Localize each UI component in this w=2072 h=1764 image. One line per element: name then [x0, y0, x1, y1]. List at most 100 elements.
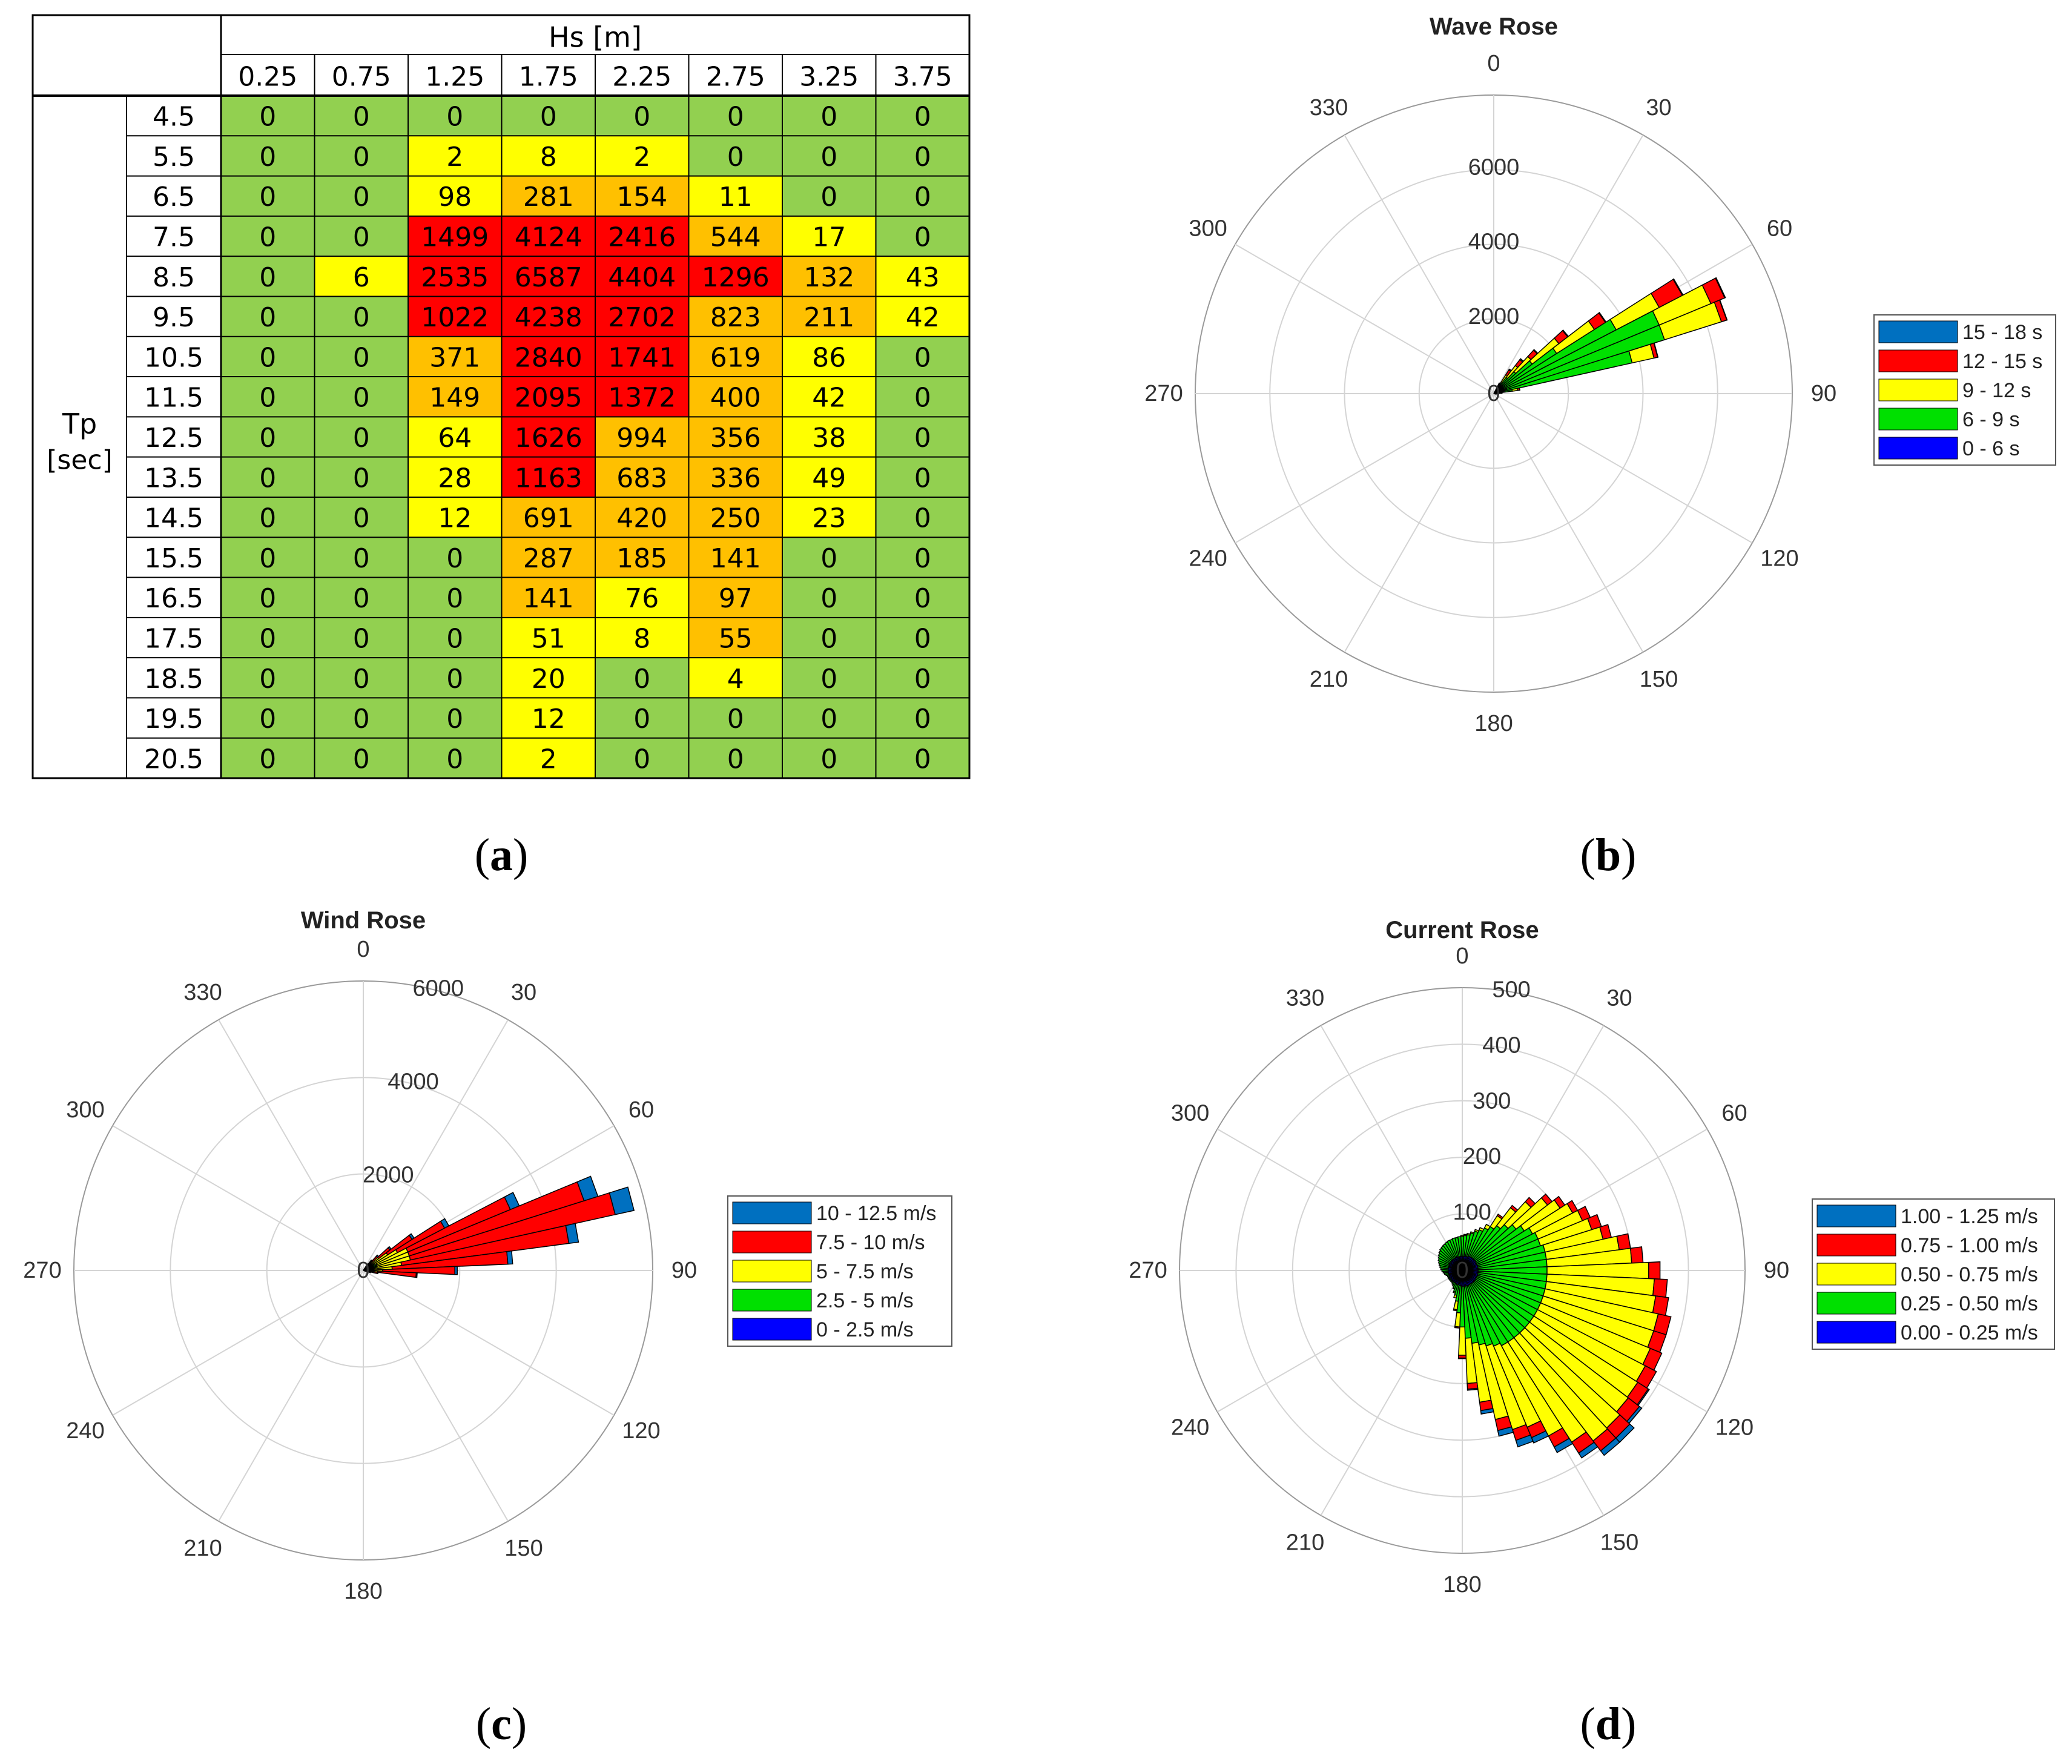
table-cell [782, 256, 876, 297]
table-cell [595, 256, 689, 297]
table-cell-value: 42 [906, 302, 940, 333]
panel-a-label: (a) [475, 830, 529, 880]
rose-legend-label: 0 - 6 s [1962, 437, 2019, 460]
table-cell [688, 497, 782, 538]
rose-angle-label: 60 [629, 1097, 654, 1123]
rose-wedge [565, 1223, 579, 1244]
rose-wedge [609, 1186, 635, 1215]
rose-angle-label: 180 [1443, 1572, 1481, 1597]
table-cell-value: 0 [259, 302, 276, 333]
table-cell [782, 497, 876, 538]
table-cell [688, 658, 782, 698]
table-cell [408, 336, 502, 377]
table-cell-value: 0 [820, 102, 837, 133]
table-cell-value: 0 [914, 463, 931, 494]
table-cell [688, 216, 782, 257]
table-cell-value: 98 [438, 182, 472, 213]
table-cell [595, 497, 689, 538]
table-cell-value: 0 [353, 383, 370, 414]
table-cell [782, 738, 876, 778]
table-cell-value: 0 [259, 704, 276, 735]
rose-angle-label: 0 [1487, 51, 1500, 76]
table-cell-value: 356 [710, 423, 761, 454]
panel-b-wave-rose: 2000 4000 6000 0 0 30 60 90 120 150 180 210 240 270 30… [1144, 13, 2056, 736]
rose-angle-label: 210 [1310, 667, 1348, 692]
rose-legend-label: 5 - 7.5 m/s [816, 1260, 914, 1283]
rose-spoke [112, 1125, 364, 1271]
table-cell-value: 287 [523, 543, 574, 574]
rose-wedge [1458, 1326, 1467, 1356]
rose-legend-label: 1.00 - 1.25 m/s [1901, 1205, 2038, 1228]
table-cell [314, 296, 408, 337]
table-row-header: 4.5 [153, 102, 195, 133]
table-row-header: 11.5 [144, 383, 203, 414]
rose-legend: 1.00 - 1.25 m/s 0.75 - 1.00 m/s 0.50 - 0.7… [1812, 1198, 2055, 1350]
rose-spoke [1320, 1270, 1463, 1516]
table-row-header: 9.5 [153, 302, 195, 333]
rose-wedge [454, 1266, 458, 1275]
rose-legend-swatch [732, 1289, 812, 1312]
table-cell-value: 0 [353, 704, 370, 735]
table-cell-value: 4 [727, 664, 744, 695]
table-cell-value: 0 [914, 583, 931, 614]
table-cell [595, 658, 689, 698]
rose-spoke [363, 1270, 615, 1416]
panel-d-label: (d) [1580, 1699, 1637, 1749]
table-cell [221, 497, 315, 538]
table-cell-value: 0 [353, 664, 370, 695]
rose-legend-swatch [732, 1231, 812, 1254]
table-cell-value: 11 [719, 182, 753, 213]
table-cell-value: 55 [719, 623, 753, 654]
rose-legend-swatch [1816, 1263, 1896, 1286]
table-cell-value: 0 [353, 302, 370, 333]
table-cell-value: 0 [914, 102, 931, 133]
rose-legend-swatch [1816, 1292, 1896, 1315]
table-cell [501, 738, 595, 778]
rose-wedge [1553, 1438, 1574, 1453]
table-cell-value: 0 [446, 583, 463, 614]
table-cell [876, 497, 969, 538]
table-cell-value: 0 [353, 463, 370, 494]
rose-angle-label: 330 [1310, 95, 1348, 121]
table-cell [595, 417, 689, 457]
table-cell-value: 1022 [421, 302, 489, 333]
rose-radial-tick-label: 4000 [388, 1069, 439, 1094]
table-cell [688, 617, 782, 658]
rose-angle-label: 30 [511, 980, 536, 1005]
rose-spoke [1493, 393, 1753, 544]
table-cell-value: 0 [259, 262, 276, 293]
table-cell-value: 0 [633, 664, 650, 695]
table-cell [501, 658, 595, 698]
table-column-header: 1.75 [519, 62, 578, 93]
table-column-header: 3.75 [893, 62, 952, 93]
table-cell [688, 457, 782, 497]
table-cell-value: 0 [820, 704, 837, 735]
table-cell-value: 43 [906, 262, 940, 293]
rose-wedge [1578, 1441, 1599, 1459]
table-cell-value: 8 [633, 623, 650, 654]
table-cell-value: 1741 [608, 342, 676, 373]
table-cell-value: 4404 [608, 262, 676, 293]
table-cell [876, 417, 969, 457]
table-cell-value: 211 [803, 302, 854, 333]
table-cell [314, 176, 408, 216]
table-cell [408, 256, 502, 297]
table-cell-value: 1499 [421, 222, 489, 253]
rose-spoke [1493, 134, 1644, 394]
table-cell-value: 0 [353, 142, 370, 173]
table-row-header: 20.5 [144, 744, 203, 775]
table-cell-value: 994 [616, 423, 667, 454]
rose-legend-swatch [1878, 320, 1958, 343]
rose-wedge [377, 1272, 379, 1275]
table-cell-value: 42 [812, 383, 846, 414]
table-cell-value: 49 [812, 463, 846, 494]
table-cell-value: 0 [914, 423, 931, 454]
panel-b-label: (b) [1580, 830, 1637, 880]
table-cell [314, 577, 408, 618]
table-cell [314, 617, 408, 658]
table-cell-value: 0 [353, 182, 370, 213]
rose-angle-label: 240 [1171, 1415, 1209, 1441]
table-cells-layer [33, 15, 969, 778]
table-cell [221, 136, 315, 176]
table-cell-value: 0 [353, 623, 370, 654]
